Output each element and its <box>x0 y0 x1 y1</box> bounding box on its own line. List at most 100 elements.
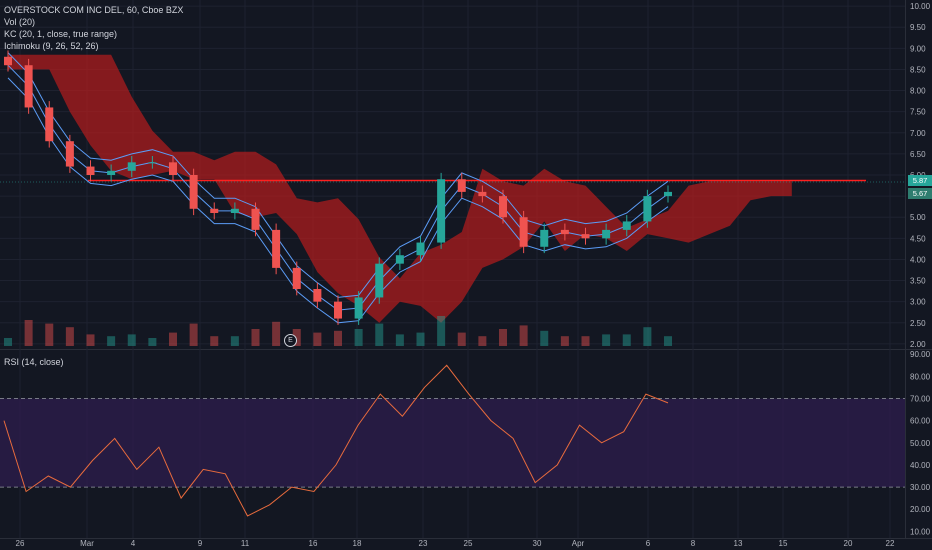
rsi-tick-label: 10.00 <box>910 527 931 536</box>
volume-bar <box>519 325 528 346</box>
volume-bar <box>622 334 631 346</box>
candle-body <box>230 208 239 213</box>
volume-bar <box>395 334 404 346</box>
candle-body <box>540 229 549 247</box>
candle-body <box>169 162 177 175</box>
rsi-legend: RSI (14, close) <box>4 356 64 368</box>
volume-bar <box>148 338 157 346</box>
price-tick-label: 4.50 <box>910 234 926 243</box>
volume-bar <box>313 332 322 346</box>
price-tick-label: 2.50 <box>910 319 926 328</box>
volume-bar <box>581 336 590 346</box>
candle-body <box>148 162 157 164</box>
price-tick-label: 7.00 <box>910 129 926 138</box>
rsi-line <box>3 364 669 517</box>
candle-body <box>4 56 12 66</box>
volume-bar <box>24 320 33 346</box>
candle-body <box>622 221 631 230</box>
vol-legend[interactable]: Vol (20) <box>4 17 36 27</box>
time-tick-label: Apr <box>572 539 585 548</box>
rsi-tick-label: 50.00 <box>910 439 931 448</box>
resistance-line[interactable] <box>0 179 905 183</box>
price-tick-label: 9.50 <box>910 23 926 32</box>
candle-body <box>189 175 198 209</box>
rsi-legend-label[interactable]: RSI (14, close) <box>4 357 64 367</box>
symbol-title[interactable]: OVERSTOCK COM INC DEL, 60, Cboe BZX <box>4 5 184 15</box>
candle-body <box>127 162 136 171</box>
price-tick-label: 10.00 <box>910 2 931 11</box>
time-tick-label: 16 <box>309 539 318 548</box>
time-tick-label: 25 <box>464 539 473 548</box>
volume-bar <box>210 336 219 346</box>
candle-body <box>560 229 569 235</box>
earnings-marker[interactable]: E <box>284 334 297 347</box>
ichimoku-cloud-area <box>8 54 792 323</box>
volume-bar <box>560 336 569 346</box>
price-tick-label: 8.50 <box>910 65 926 74</box>
price-tick-label: 9.00 <box>910 44 926 53</box>
time-tick-label: 6 <box>646 539 651 548</box>
volume-bar <box>354 329 363 346</box>
candle-body <box>457 179 466 192</box>
candle-body <box>24 65 33 108</box>
candle-body <box>45 107 54 142</box>
time-tick-label: 23 <box>419 539 428 548</box>
volume-bar <box>107 336 116 346</box>
price-tick-label: 5.00 <box>910 213 926 222</box>
time-tick-label: 13 <box>734 539 743 548</box>
rsi-pane <box>0 364 905 517</box>
volume-bar <box>272 321 281 346</box>
candle-body <box>581 234 590 239</box>
volume-bar <box>437 316 446 346</box>
candle-body <box>210 208 219 213</box>
ichimoku-cloud <box>8 54 792 323</box>
volume-bar <box>457 332 466 346</box>
volume-bar <box>664 336 672 346</box>
volume-bar <box>416 332 425 346</box>
volume-bar <box>643 327 652 346</box>
price-tick-label: 2.00 <box>910 340 926 349</box>
volume-bar <box>45 323 54 346</box>
volume-bar <box>65 327 74 346</box>
time-tick-label: 18 <box>353 539 362 548</box>
volume-bar <box>127 334 136 346</box>
price-tick-label: 6.50 <box>910 150 926 159</box>
time-tick-label: 8 <box>691 539 696 548</box>
rsi-tick-label: 60.00 <box>910 417 931 426</box>
price-legend: OVERSTOCK COM INC DEL, 60, Cboe BZX Vol … <box>4 4 183 52</box>
candle-body <box>395 255 404 264</box>
candle-body <box>107 170 116 175</box>
ichimoku-legend[interactable]: Ichimoku (9, 26, 52, 26) <box>4 41 99 51</box>
candle-body <box>251 208 260 230</box>
price-tick-label: 4.00 <box>910 255 926 264</box>
time-tick-label: 30 <box>533 539 542 548</box>
time-tick-label: 4 <box>131 539 136 548</box>
volume-bar <box>334 330 342 346</box>
volume-bar <box>4 338 12 346</box>
time-tick-label: 20 <box>844 539 853 548</box>
price-tick-label: 8.00 <box>910 87 926 96</box>
candle-body <box>499 196 507 218</box>
volume-bar <box>189 323 198 346</box>
candlesticks <box>4 50 672 325</box>
volume-bar <box>169 332 177 346</box>
price-tick-label: 7.50 <box>910 108 926 117</box>
candle-body <box>643 196 652 222</box>
time-tick-label: 15 <box>779 539 788 548</box>
candle-body <box>664 191 672 197</box>
kc-legend[interactable]: KC (20, 1, close, true range) <box>4 29 118 39</box>
price-tick-label: 3.50 <box>910 277 926 286</box>
time-tick-label: 26 <box>16 539 25 548</box>
candle-body <box>313 289 322 302</box>
volume-bar <box>602 334 611 346</box>
axes: 10.009.509.008.508.007.507.006.506.005.5… <box>16 2 931 548</box>
volume-bar <box>251 329 260 346</box>
volume-bar <box>375 323 384 346</box>
rsi-band <box>0 398 905 488</box>
candle-body <box>292 267 301 289</box>
rsi-tick-label: 20.00 <box>910 505 931 514</box>
candle-body <box>375 263 384 298</box>
rsi-tick-label: 40.00 <box>910 461 931 470</box>
candle-body <box>602 229 611 239</box>
